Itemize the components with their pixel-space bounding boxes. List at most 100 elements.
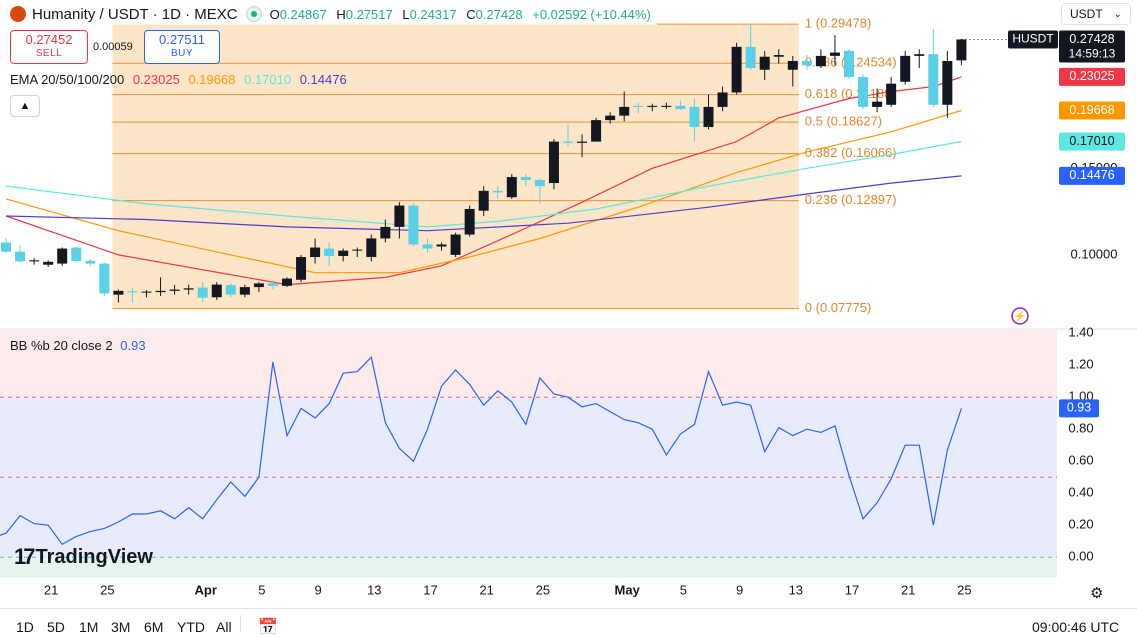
gear-icon[interactable]: ⚙ xyxy=(1090,585,1104,602)
price-scale-badge xyxy=(1059,132,1125,151)
coin-icon xyxy=(10,6,26,22)
candle-body xyxy=(928,54,939,105)
candle-body xyxy=(534,180,545,187)
timeframe-1d[interactable]: 1D xyxy=(16,619,34,635)
candle-body xyxy=(661,105,672,107)
candle-body xyxy=(844,50,854,78)
symbol-title[interactable]: Humanity / USDT · 1D · MEXC xyxy=(32,5,238,23)
candle-body xyxy=(605,115,616,121)
price-scale-badge-text: 0.17010 xyxy=(1069,134,1114,148)
timeframe-6m[interactable]: 6M xyxy=(144,619,164,635)
fib-level-label: 1 (0.29478) xyxy=(805,16,872,31)
last-price-text: 0.27428 xyxy=(1069,32,1114,46)
bb-axis-tick: 0.80 xyxy=(1068,421,1093,436)
candle-body xyxy=(352,249,363,251)
sell-button[interactable]: 0.27452 SELL xyxy=(10,30,88,64)
candle-body xyxy=(183,288,194,290)
bb-value-badge xyxy=(1059,399,1099,418)
candle-body xyxy=(408,205,419,245)
candle-body xyxy=(900,55,911,82)
time-axis-tick: May xyxy=(615,582,641,597)
bb-value-badge-text: 0.93 xyxy=(1067,401,1091,415)
candle-body xyxy=(450,234,461,255)
tradingview-logo[interactable]: 17 TradingView xyxy=(14,544,153,570)
sell-label: SELL xyxy=(35,48,63,59)
time-axis-tick: Apr xyxy=(195,582,217,597)
timeframe-5d[interactable]: 5D xyxy=(47,619,65,635)
candle-body xyxy=(577,141,588,143)
candle-body xyxy=(324,248,335,256)
fibonacci-zone xyxy=(112,24,799,309)
price-scale-badge xyxy=(1059,101,1125,120)
bb-axis-tick: 0.60 xyxy=(1068,453,1093,468)
bar-countdown-text: 14:59:13 xyxy=(1069,47,1116,61)
candle-body xyxy=(225,285,236,295)
candle-body xyxy=(956,39,967,61)
candle-body xyxy=(1,242,11,252)
candle-body xyxy=(548,141,559,184)
collapse-legend-button[interactable]: ▲ xyxy=(10,95,40,117)
candle-body xyxy=(689,106,700,128)
candle-body xyxy=(310,247,321,258)
sell-price: 0.27452 xyxy=(25,32,73,47)
buy-button[interactable]: 0.27511 BUY xyxy=(144,30,220,64)
ema-line xyxy=(5,175,962,232)
candle-body xyxy=(127,291,138,293)
candle-body xyxy=(253,283,264,288)
spread-value: 0.00059 xyxy=(93,41,133,53)
timeframe-ytd[interactable]: YTD xyxy=(177,619,205,635)
chart-canvas[interactable]: 1 (0.29478)0.786 (0.24534)0.618 (0.21188… xyxy=(0,0,1137,608)
candle-body xyxy=(436,244,447,247)
timeframe-1m[interactable]: 1M xyxy=(79,619,99,635)
ohlc-open: 0.24867 xyxy=(279,6,327,22)
candle-body xyxy=(366,238,377,258)
candle-body xyxy=(43,261,54,265)
candle-body xyxy=(15,251,26,262)
bb-legend-value: 0.93 xyxy=(120,338,146,353)
candle-body xyxy=(787,60,798,70)
time-axis-tick: 13 xyxy=(789,582,803,597)
ohlc-values: O0.24867 H0.27517 L0.24317 C0.27428 +0.0… xyxy=(269,6,651,22)
candle-body xyxy=(394,205,405,227)
ohlc-change: +0.02592 (+10.44%) xyxy=(532,6,651,22)
candle-body xyxy=(520,177,531,181)
time-axis-tick: 9 xyxy=(314,582,321,597)
bb-legend[interactable]: BB %b 20 close 2 0.93 xyxy=(10,338,146,353)
price-axis-tick: 0.10000 xyxy=(1071,246,1118,261)
utc-clock[interactable]: 09:00:46 UTC xyxy=(1032,619,1120,635)
currency-label: USDT xyxy=(1070,7,1103,21)
bb-oversold-zone xyxy=(0,557,1057,578)
bb-axis-tick: 0.00 xyxy=(1068,549,1093,564)
bottom-toolbar: 1D 5D 1M 3M 6M YTD All 📅 09:00:46 UTC xyxy=(0,608,1137,637)
currency-select[interactable]: USDT ⌄ xyxy=(1061,3,1131,25)
candle-body xyxy=(717,92,728,107)
price-scale-badge-text: 0.19668 xyxy=(1069,103,1114,117)
ema20-value: 0.23025 xyxy=(132,72,180,87)
timeframe-all[interactable]: All xyxy=(216,619,232,635)
time-axis-tick: 21 xyxy=(44,582,58,597)
timeframe-3m[interactable]: 3M xyxy=(111,619,131,635)
price-scale-badge xyxy=(1059,67,1125,86)
candle-body xyxy=(155,290,166,293)
candle-body xyxy=(478,190,489,211)
calendar-range-icon[interactable]: 📅 xyxy=(258,619,278,636)
time-axis-tick: 25 xyxy=(100,582,114,597)
bb-axis-tick: 0.20 xyxy=(1068,517,1093,532)
ema-legend-name: EMA 20/50/100/200 xyxy=(10,72,125,87)
time-axis-tick: 21 xyxy=(901,582,915,597)
symbol-badge xyxy=(1008,30,1058,49)
price-scale-badge-text: 0.14476 xyxy=(1069,168,1114,182)
ema-legend[interactable]: EMA 20/50/100/200 0.23025 0.19668 0.1701… xyxy=(10,72,352,87)
candle-body xyxy=(99,263,110,294)
market-status-icon[interactable] xyxy=(245,6,262,22)
candle-body xyxy=(829,52,840,56)
candle-body xyxy=(338,250,349,256)
fib-level-label: 0 (0.07775) xyxy=(805,300,872,315)
candle-body xyxy=(731,46,742,93)
fib-level-label: 0.382 (0.16066) xyxy=(805,145,897,160)
last-price-badge xyxy=(1059,30,1125,63)
candle-body xyxy=(773,55,784,57)
ohlc-close: 0.27428 xyxy=(475,6,523,22)
ema200-value: 0.14476 xyxy=(299,72,347,87)
time-axis-tick: 5 xyxy=(680,582,687,597)
